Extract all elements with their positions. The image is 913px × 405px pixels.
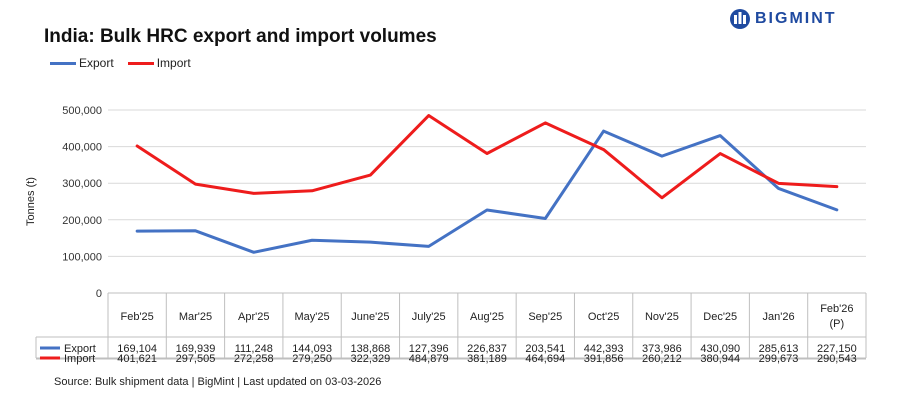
y-tick-label: 400,000 bbox=[62, 142, 102, 154]
data-label: 381,189 bbox=[467, 353, 507, 365]
data-label: 169,939 bbox=[176, 343, 216, 355]
legend-item-export: Export bbox=[50, 56, 114, 70]
bigmint-logo: BIGMINT bbox=[729, 8, 889, 30]
x-tick-label: May'25 bbox=[295, 311, 330, 323]
x-tick-label: June'25 bbox=[351, 311, 389, 323]
chart-title: India: Bulk HRC export and import volume… bbox=[44, 26, 437, 47]
x-tick-label: July'25 bbox=[412, 311, 446, 323]
data-label: 442,393 bbox=[584, 343, 624, 355]
x-tick-label: Nov'25 bbox=[645, 311, 679, 323]
data-label: 279,250 bbox=[292, 353, 332, 365]
brand-name: BIGMINT bbox=[755, 10, 837, 27]
data-label: 401,621 bbox=[117, 353, 157, 365]
legend-item-import: Import bbox=[127, 56, 191, 70]
legend-label-export: Export bbox=[79, 56, 114, 70]
data-label: 203,541 bbox=[525, 343, 565, 355]
data-label: 272,258 bbox=[234, 353, 274, 365]
y-tick-label: 500,000 bbox=[62, 105, 102, 117]
y-tick-label: 200,000 bbox=[62, 215, 102, 227]
data-label: 285,613 bbox=[759, 343, 799, 355]
x-tick-label: Jan'26 bbox=[762, 311, 794, 323]
x-tick-label: Mar'25 bbox=[179, 311, 212, 323]
data-label: 138,868 bbox=[351, 343, 391, 355]
data-label: 391,856 bbox=[584, 353, 624, 365]
legend-label-import: Import bbox=[156, 56, 191, 70]
data-label: 373,986 bbox=[642, 343, 682, 355]
legend-swatch-import bbox=[127, 61, 154, 65]
x-tick-label: Aug'25 bbox=[470, 311, 504, 323]
data-label: 290,543 bbox=[817, 353, 857, 365]
table-series-name: Import bbox=[64, 353, 95, 365]
legend-swatch-export bbox=[50, 61, 76, 65]
data-label: 169,104 bbox=[117, 343, 157, 355]
data-label: 226,837 bbox=[467, 343, 507, 355]
x-tick-label: Dec'25 bbox=[703, 311, 737, 323]
data-label: 464,694 bbox=[525, 353, 565, 365]
x-tick-label: Sep'25 bbox=[528, 311, 562, 323]
source-note: Source: Bulk shipment data | BigMint | L… bbox=[54, 376, 382, 388]
x-tick-label: Feb'26 (P) bbox=[820, 303, 853, 330]
y-axis-label: Tonnes (t) bbox=[25, 177, 37, 226]
x-tick-label: Oct'25 bbox=[588, 311, 619, 323]
y-tick-label: 0 bbox=[96, 288, 102, 300]
data-label: 127,396 bbox=[409, 343, 449, 355]
y-tick-label: 300,000 bbox=[62, 178, 102, 190]
x-tick-label: Apr'25 bbox=[238, 311, 269, 323]
data-label: 144,093 bbox=[292, 343, 332, 355]
table-series-name: Export bbox=[64, 343, 96, 355]
data-label: 484,879 bbox=[409, 353, 449, 365]
data-label: 322,329 bbox=[351, 353, 391, 365]
data-label: 430,090 bbox=[700, 343, 740, 355]
data-label: 111,248 bbox=[235, 343, 273, 355]
y-tick-label: 100,000 bbox=[62, 251, 102, 263]
data-label: 297,505 bbox=[176, 353, 216, 365]
series-line-export bbox=[135, 129, 839, 254]
data-label: 380,944 bbox=[700, 353, 740, 365]
series-line-import bbox=[135, 114, 839, 200]
data-label: 299,673 bbox=[759, 353, 799, 365]
x-tick-label: Feb'25 bbox=[121, 311, 154, 323]
data-label: 227,150 bbox=[817, 343, 857, 355]
bigmint-logo-icon bbox=[730, 9, 750, 29]
data-label: 260,212 bbox=[642, 353, 682, 365]
chart-legend: Export Import bbox=[50, 56, 205, 70]
